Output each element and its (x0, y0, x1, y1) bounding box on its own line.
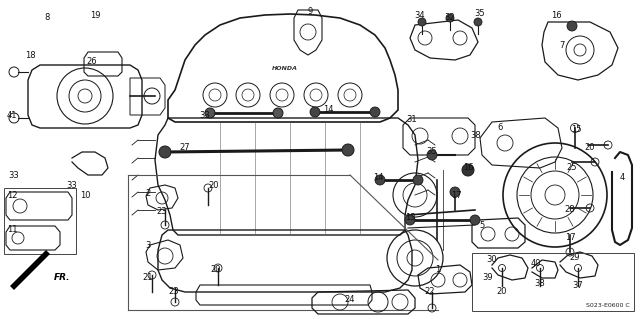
Text: 30: 30 (486, 256, 497, 264)
Circle shape (446, 14, 454, 22)
Text: 16: 16 (550, 11, 561, 19)
Circle shape (567, 21, 577, 31)
Text: 20: 20 (211, 265, 221, 275)
Circle shape (450, 187, 460, 197)
Circle shape (342, 144, 354, 156)
Text: 15: 15 (571, 125, 581, 135)
Bar (472, 253, 634, 311)
Circle shape (462, 164, 474, 176)
Text: 29: 29 (570, 254, 580, 263)
Text: 18: 18 (25, 50, 35, 60)
Text: HONDA: HONDA (272, 65, 298, 70)
Text: 14: 14 (372, 174, 383, 182)
Text: 17: 17 (564, 234, 575, 242)
Text: 6: 6 (497, 123, 502, 132)
Text: 14: 14 (323, 106, 333, 115)
Text: 33: 33 (200, 110, 211, 120)
Text: 12: 12 (7, 190, 17, 199)
Text: 24: 24 (345, 295, 355, 305)
Text: 38: 38 (470, 130, 481, 139)
Text: 38: 38 (534, 278, 545, 287)
Text: 23: 23 (157, 207, 167, 217)
Circle shape (205, 108, 215, 118)
Text: 11: 11 (7, 226, 17, 234)
Text: 19: 19 (90, 11, 100, 19)
Text: 10: 10 (80, 190, 90, 199)
Text: 37: 37 (573, 280, 584, 290)
Circle shape (310, 107, 320, 117)
Text: 35: 35 (475, 10, 485, 19)
Text: 35: 35 (427, 147, 437, 157)
Circle shape (413, 175, 423, 185)
Text: 1: 1 (435, 265, 440, 275)
Polygon shape (10, 250, 50, 290)
Text: 41: 41 (7, 110, 17, 120)
Text: 20: 20 (209, 182, 220, 190)
Text: S023-E0600 C: S023-E0600 C (586, 303, 630, 308)
Text: 23: 23 (169, 286, 179, 295)
Text: 31: 31 (406, 115, 417, 124)
Circle shape (273, 108, 283, 118)
Circle shape (474, 18, 482, 26)
Text: 9: 9 (307, 8, 312, 17)
Text: 21: 21 (143, 273, 153, 283)
Text: 16: 16 (463, 164, 474, 173)
Text: 34: 34 (415, 11, 426, 19)
Text: 3: 3 (145, 241, 150, 249)
Text: 7: 7 (559, 41, 564, 49)
Circle shape (375, 175, 385, 185)
Text: 22: 22 (425, 286, 435, 295)
Circle shape (427, 150, 437, 160)
Circle shape (370, 107, 380, 117)
Text: 28: 28 (564, 205, 575, 214)
Text: 17: 17 (451, 190, 461, 199)
Text: 40: 40 (531, 258, 541, 268)
Text: 2: 2 (145, 189, 150, 197)
Text: 20: 20 (585, 144, 595, 152)
Text: 13: 13 (404, 213, 415, 222)
Text: 4: 4 (620, 174, 625, 182)
Text: 27: 27 (180, 144, 190, 152)
Text: 39: 39 (483, 273, 493, 283)
Circle shape (470, 215, 480, 225)
Text: 25: 25 (567, 164, 577, 173)
Text: 32: 32 (445, 13, 455, 23)
Text: 33: 33 (67, 181, 77, 189)
Circle shape (405, 215, 415, 225)
Text: 5: 5 (479, 220, 484, 229)
Circle shape (159, 146, 171, 158)
Text: 26: 26 (86, 57, 97, 66)
Circle shape (418, 18, 426, 26)
Bar (4, 188, 76, 254)
Text: 33: 33 (8, 170, 19, 180)
Text: FR.: FR. (54, 272, 70, 281)
Text: 8: 8 (44, 13, 50, 23)
Text: 20: 20 (497, 287, 508, 296)
